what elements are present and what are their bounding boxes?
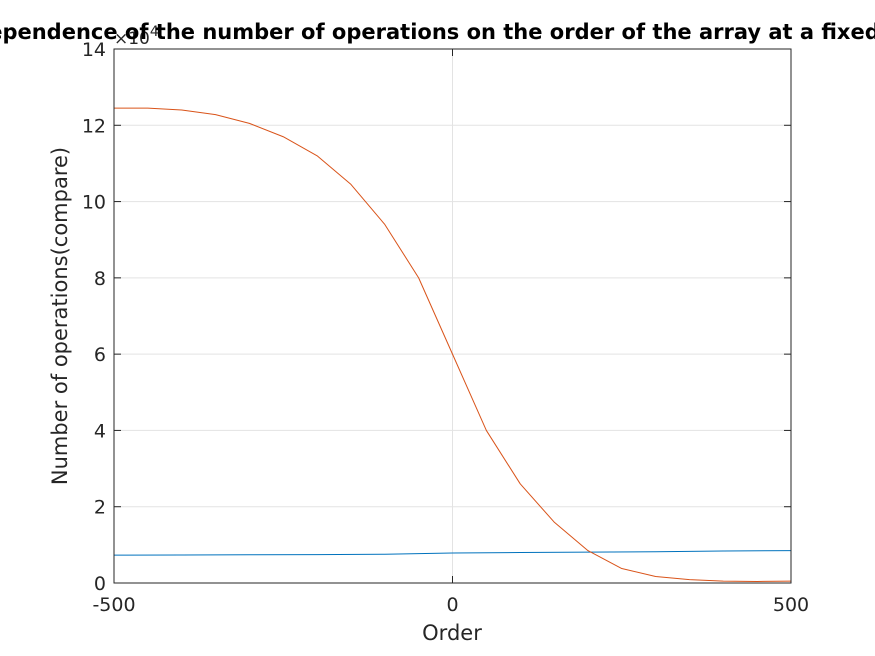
y-axis-label: Number of operations(compare) [48, 147, 72, 485]
y-tick-label: 12 [82, 115, 106, 137]
x-tick-label: 500 [773, 594, 809, 616]
series-line-2 [114, 107, 792, 582]
y-tick-label: 6 [94, 344, 106, 366]
series-line-1 [113, 550, 792, 556]
y-tick-label: 14 [82, 39, 106, 61]
y-tick-label: 0 [94, 573, 106, 595]
y-tick-label: 4 [94, 420, 106, 442]
chart-title: Dependence of the number of operations o… [0, 20, 875, 44]
x-axis-label: Order [422, 621, 482, 645]
y-tick-label: 10 [82, 192, 106, 214]
y-tick-label: 2 [94, 497, 106, 519]
y-tick-label: 8 [94, 268, 106, 290]
series-group [113, 107, 792, 582]
x-tick-label: 0 [446, 594, 458, 616]
y-exponent-label: ×104 [114, 24, 159, 49]
x-tick-label: -500 [92, 594, 135, 616]
